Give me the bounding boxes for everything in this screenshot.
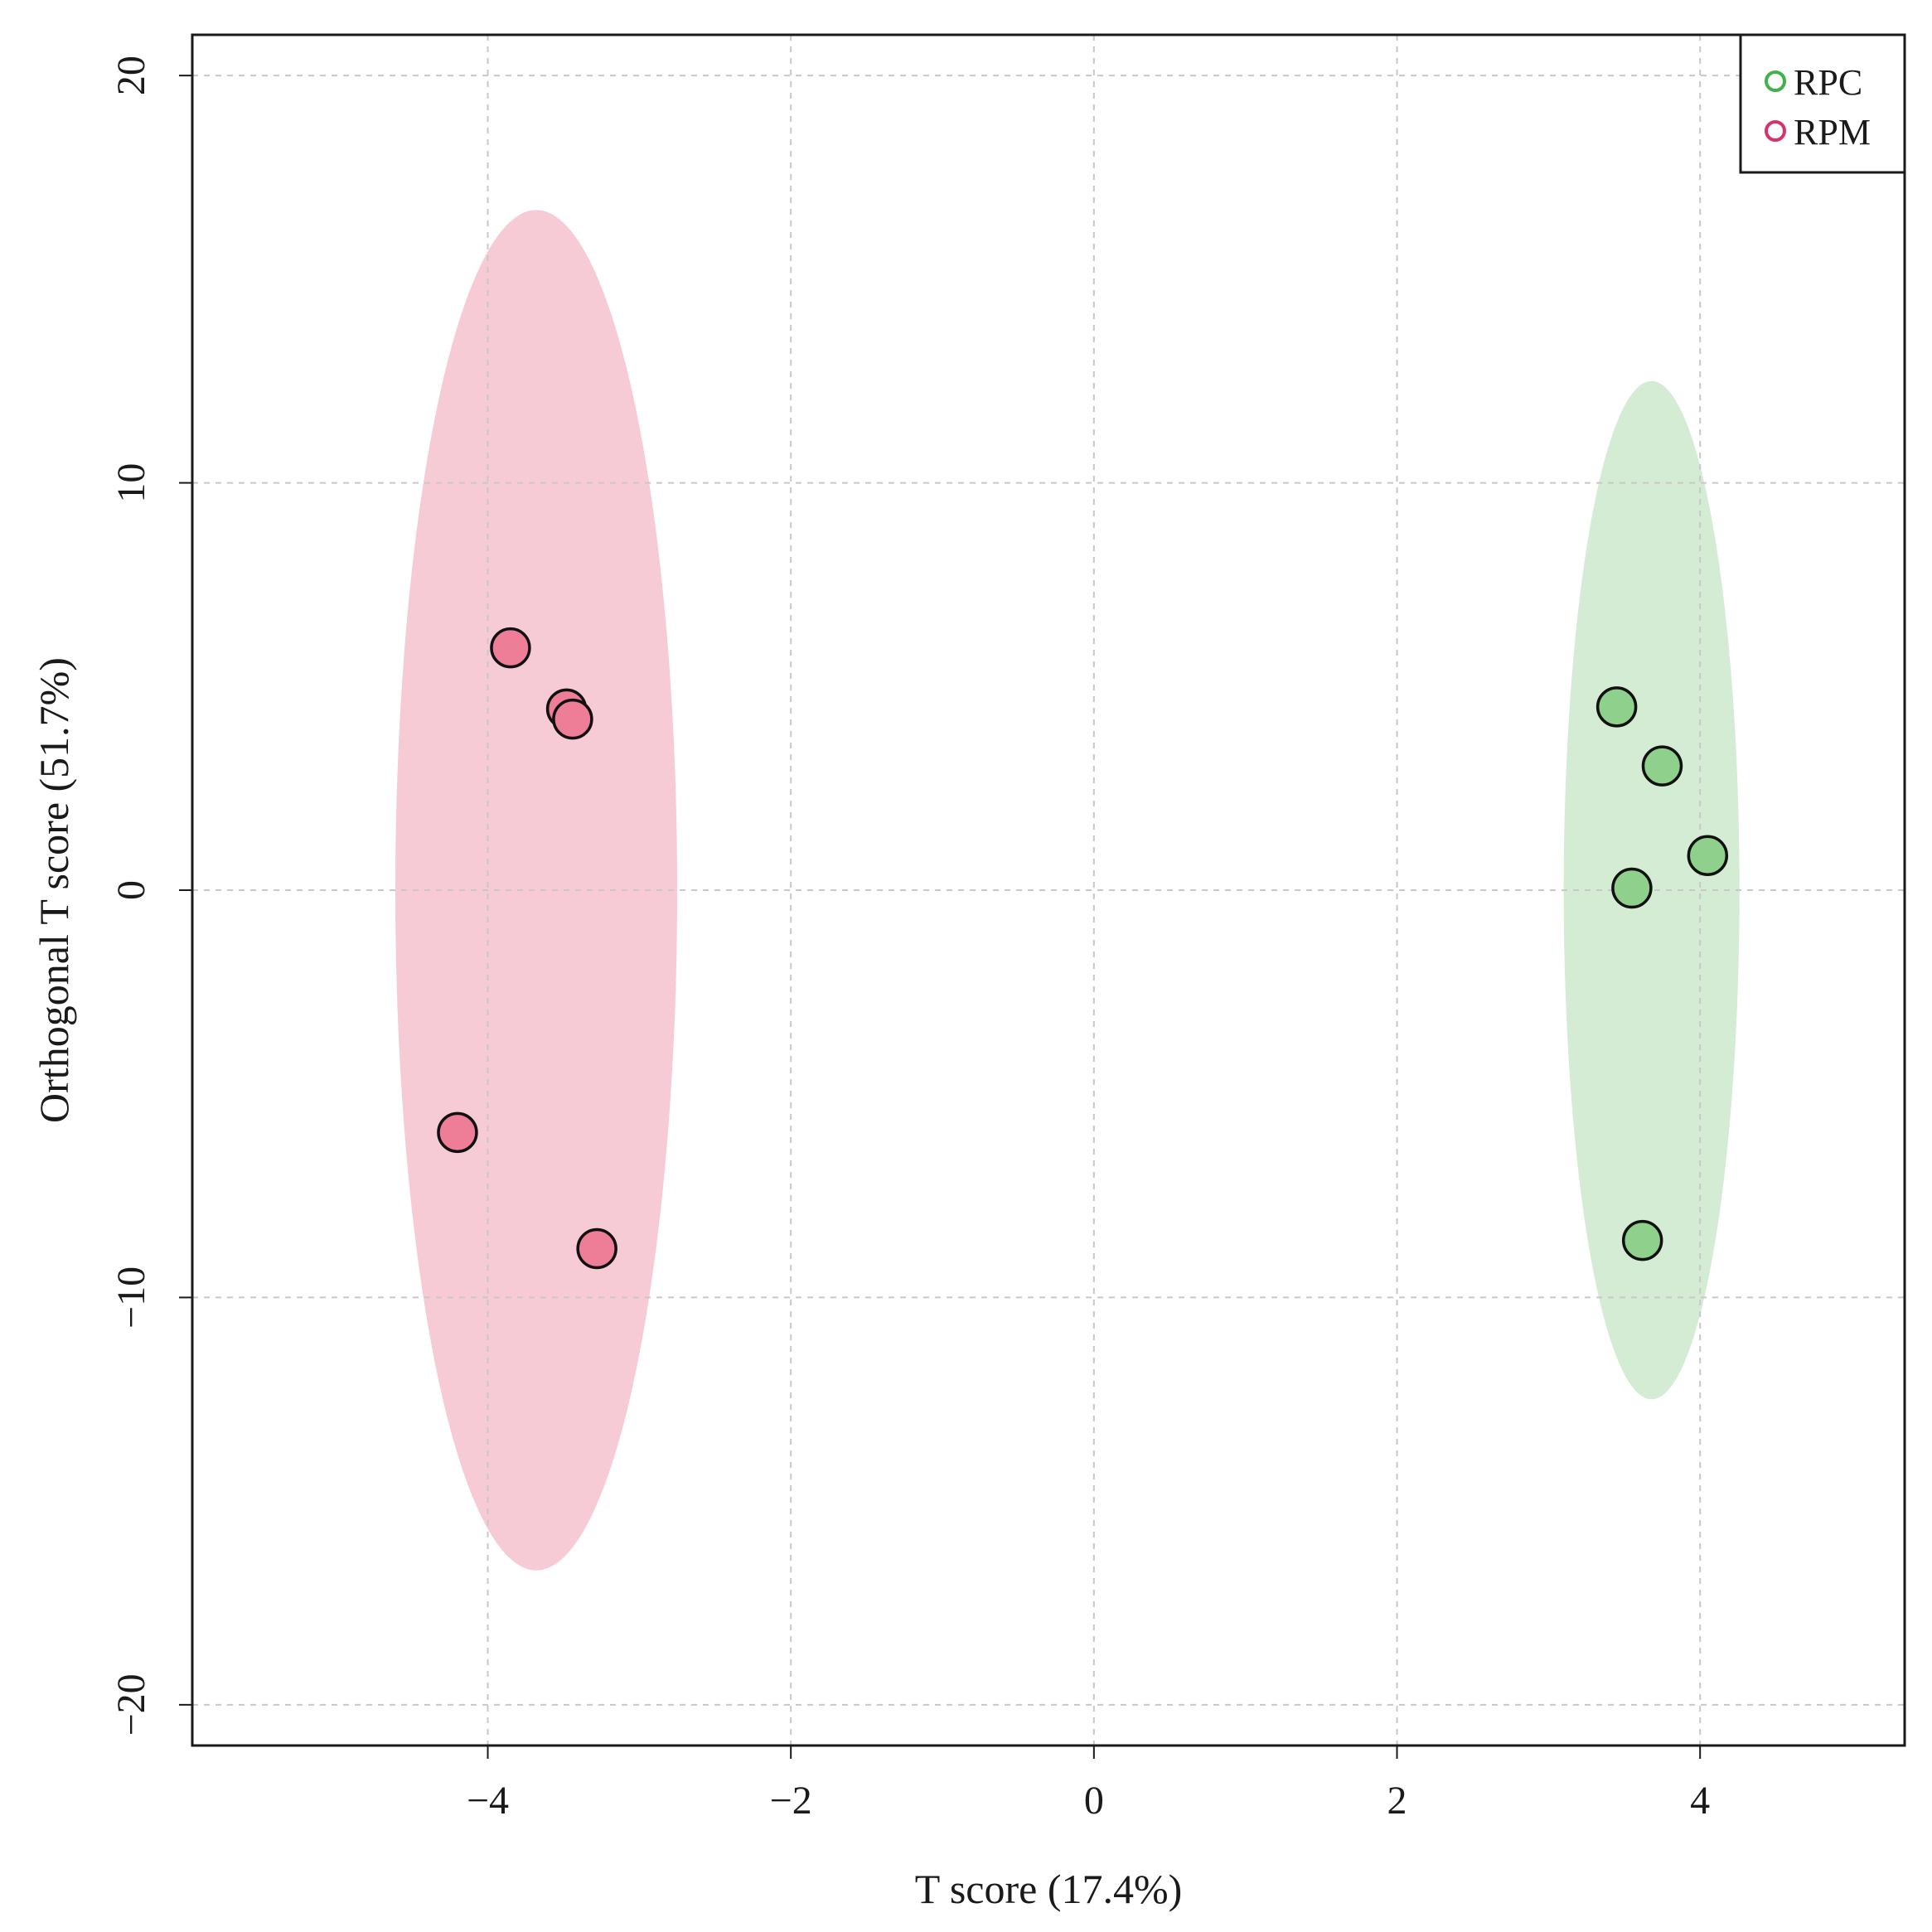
legend: RPC RPM [1739, 33, 1906, 174]
y-tick-label: 10 [109, 463, 153, 503]
x-tick-label: −2 [770, 1779, 812, 1823]
legend-marker-rpc [1765, 70, 1786, 92]
point-rpc [1687, 835, 1729, 876]
x-axis-title: T score (17.4%) [915, 1866, 1183, 1912]
ellipse-rpm [395, 210, 678, 1571]
point-rpc [1621, 1219, 1663, 1261]
point-rpm [437, 1111, 478, 1154]
data-points [437, 627, 1729, 1270]
x-tick-label: −4 [467, 1779, 509, 1823]
point-rpc [1641, 745, 1683, 787]
x-tick-label: 0 [1084, 1779, 1104, 1823]
point-rpm [552, 698, 593, 740]
point-rpc [1595, 686, 1638, 728]
y-tick-label: −20 [109, 1673, 153, 1736]
y-tick-label: 20 [109, 56, 153, 95]
legend-marker-rpm [1765, 120, 1786, 142]
x-tick-label: 4 [1690, 1779, 1710, 1823]
legend-label-rpm: RPM [1794, 112, 1871, 153]
y-tick-label: −10 [109, 1266, 153, 1329]
point-rpm [576, 1227, 617, 1270]
y-axis: −20 −10 0 10 20 [109, 56, 192, 1736]
legend-box [1739, 33, 1906, 174]
y-tick-label: 0 [109, 880, 153, 900]
point-rpc [1611, 867, 1653, 909]
y-axis-title: Orthogonal T score (51.7%) [31, 657, 77, 1123]
legend-label-rpc: RPC [1794, 62, 1862, 103]
x-tick-label: 2 [1387, 1779, 1407, 1823]
x-axis: −4 −2 0 2 4 [467, 1746, 1710, 1823]
point-rpm [490, 627, 531, 669]
